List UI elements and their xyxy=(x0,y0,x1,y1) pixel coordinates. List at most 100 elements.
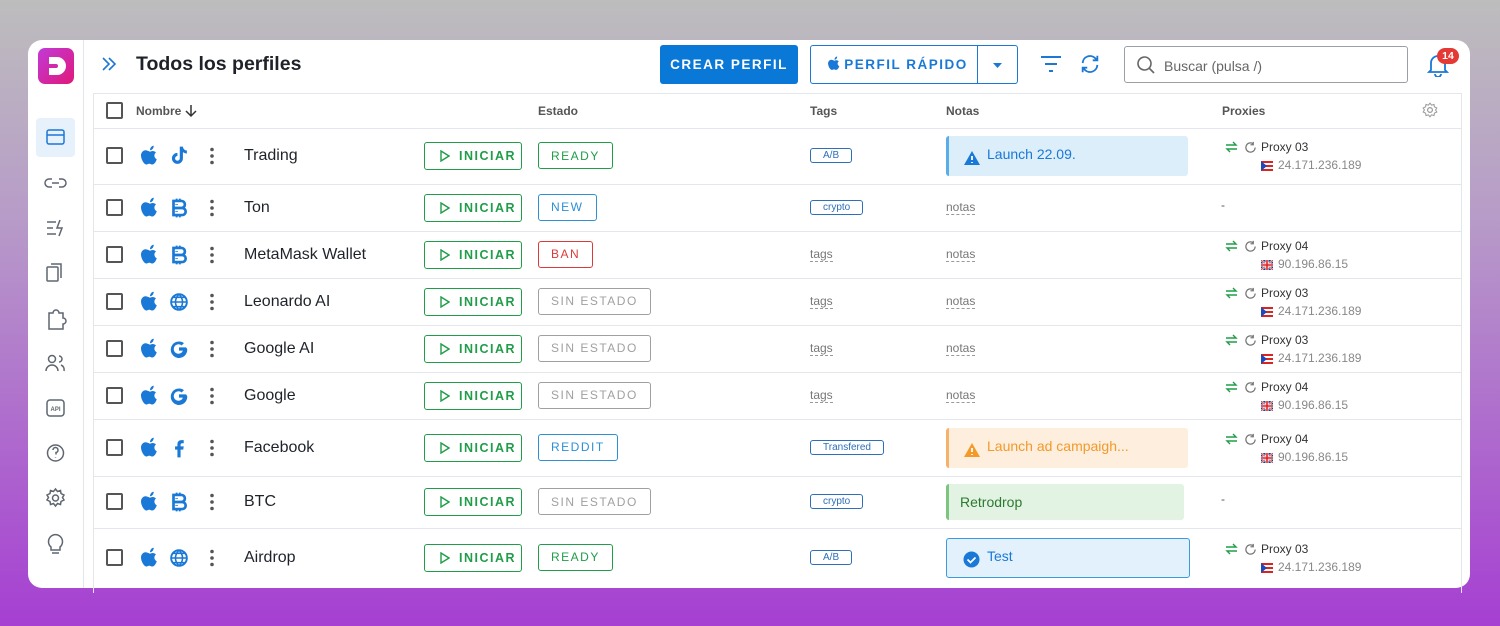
row-checkbox[interactable] xyxy=(106,386,123,404)
quick-profile-menu[interactable] xyxy=(978,45,1017,84)
expand-sidebar[interactable] xyxy=(101,56,117,72)
start-button[interactable] xyxy=(424,334,522,363)
proxy-refresh-icon[interactable] xyxy=(1244,334,1257,347)
row-checkbox[interactable] xyxy=(106,548,123,566)
proxy-refresh-icon[interactable] xyxy=(1244,240,1257,253)
row-divider xyxy=(93,231,1462,232)
filter-button[interactable] xyxy=(1040,54,1062,74)
start-button[interactable] xyxy=(424,193,522,222)
notes-placeholder[interactable]: notas xyxy=(946,340,976,356)
column-header[interactable]: Nombre xyxy=(136,104,182,118)
row-menu[interactable] xyxy=(208,549,216,567)
logo xyxy=(38,48,74,84)
play-icon xyxy=(440,201,450,214)
start-button-label: INICIAR xyxy=(459,294,517,309)
note-text: Launch ad campaigh... xyxy=(987,437,1129,454)
proxy-name: Proxy 04 xyxy=(1261,431,1309,446)
proxy-rotate-icon[interactable] xyxy=(1225,141,1238,153)
note[interactable] xyxy=(946,537,1190,578)
row-menu[interactable] xyxy=(208,340,216,358)
proxy-flag xyxy=(1261,161,1273,171)
row-menu[interactable] xyxy=(208,199,216,217)
row-menu[interactable] xyxy=(208,493,216,511)
select-all-checkbox[interactable] xyxy=(106,102,123,119)
os-icon xyxy=(141,547,157,566)
proxy-refresh-icon[interactable] xyxy=(1244,141,1257,154)
tags-placeholder[interactable]: tags xyxy=(810,246,833,262)
proxy-rotate-icon[interactable] xyxy=(1225,543,1238,555)
start-button[interactable] xyxy=(424,287,522,316)
proxy-name: Proxy 03 xyxy=(1261,332,1309,347)
os-icon xyxy=(141,437,157,456)
row-checkbox[interactable] xyxy=(106,147,123,164)
proxy-ip: 90.196.86.15 xyxy=(1278,449,1349,464)
tags-placeholder[interactable]: tags xyxy=(810,340,833,356)
proxy-name: Proxy 03 xyxy=(1261,541,1309,556)
status-badge: SIN ESTADO xyxy=(538,287,651,315)
proxy-rotate-icon[interactable] xyxy=(1225,433,1238,445)
start-button[interactable] xyxy=(424,433,522,462)
site-icon xyxy=(171,146,187,164)
profile-name: BTC xyxy=(244,493,276,510)
quick-profile-button[interactable]: PERFIL RÁPIDO xyxy=(844,57,968,72)
note[interactable] xyxy=(946,427,1188,468)
search-box[interactable] xyxy=(1124,46,1408,83)
status-badge: SIN ESTADO xyxy=(538,488,651,515)
profile-name: Trading xyxy=(244,147,298,164)
column-header: Estado xyxy=(538,104,579,118)
create-profile-button[interactable]: CREAR PERFIL xyxy=(660,45,798,84)
row-checkbox[interactable] xyxy=(106,493,123,510)
settings-button[interactable] xyxy=(1422,102,1438,118)
proxy-rotate-icon[interactable] xyxy=(1225,287,1238,299)
site-icon xyxy=(170,548,188,567)
start-button[interactable] xyxy=(424,142,522,170)
start-button-label: INICIAR xyxy=(459,388,517,403)
row-menu[interactable] xyxy=(208,147,216,165)
proxy-rotate-icon[interactable] xyxy=(1225,381,1238,393)
proxy-rotate-icon[interactable] xyxy=(1225,334,1238,346)
proxy-refresh-icon[interactable] xyxy=(1244,287,1257,300)
proxy-name: Proxy 03 xyxy=(1261,140,1309,154)
notes-placeholder[interactable]: notas xyxy=(946,246,976,262)
note[interactable] xyxy=(946,136,1188,176)
start-button[interactable] xyxy=(424,381,522,410)
row-menu[interactable] xyxy=(208,439,216,457)
proxy-ip: 24.171.236.189 xyxy=(1278,158,1362,172)
start-button-label: INICIAR xyxy=(459,247,517,262)
profile-name: Ton xyxy=(244,198,270,216)
play-icon xyxy=(440,150,450,162)
row-checkbox[interactable] xyxy=(106,292,123,310)
proxy-refresh-icon[interactable] xyxy=(1244,381,1257,394)
proxy-refresh-icon[interactable] xyxy=(1244,543,1257,556)
row-checkbox[interactable] xyxy=(106,438,123,456)
notes-placeholder[interactable]: notas xyxy=(946,293,976,309)
start-button[interactable] xyxy=(424,543,522,572)
status-badge: READY xyxy=(538,142,613,169)
row-menu[interactable] xyxy=(208,246,216,264)
status-badge: SIN ESTADO xyxy=(538,334,651,362)
proxy-flag xyxy=(1261,353,1273,364)
note[interactable] xyxy=(946,484,1184,520)
row-checkbox[interactable] xyxy=(106,198,123,216)
refresh-button[interactable] xyxy=(1079,53,1101,75)
tag-chip: Transfered xyxy=(810,439,884,455)
start-button[interactable] xyxy=(424,240,522,269)
row-menu[interactable] xyxy=(208,387,216,405)
tags-placeholder[interactable]: tags xyxy=(810,387,833,403)
tags-placeholder[interactable]: tags xyxy=(810,293,833,309)
row-checkbox[interactable] xyxy=(106,339,123,357)
row-menu[interactable] xyxy=(208,293,216,311)
notes-placeholder[interactable]: notas xyxy=(946,199,976,215)
play-icon xyxy=(440,342,450,355)
split-divider xyxy=(977,45,978,84)
sidebar-divider xyxy=(83,40,84,588)
os-icon xyxy=(141,197,157,216)
row-checkbox[interactable] xyxy=(106,245,123,263)
start-button[interactable] xyxy=(424,488,522,516)
tag-chip: A/B xyxy=(810,148,853,163)
sort-icon[interactable] xyxy=(185,104,197,118)
proxy-rotate-icon[interactable] xyxy=(1225,240,1238,252)
proxy-refresh-icon[interactable] xyxy=(1244,433,1257,446)
notes-placeholder[interactable]: notas xyxy=(946,387,976,403)
